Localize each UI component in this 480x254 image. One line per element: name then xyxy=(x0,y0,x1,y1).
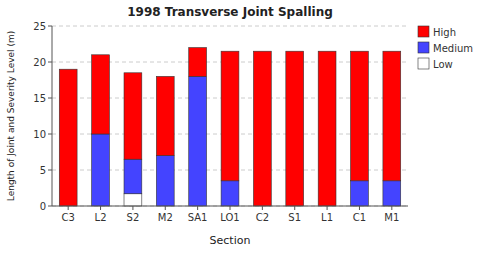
tick-mark xyxy=(132,206,133,210)
tick-mark xyxy=(48,98,52,99)
tick-label: L1 xyxy=(321,212,333,223)
legend-swatch xyxy=(418,58,429,69)
tick-mark xyxy=(68,206,69,210)
tick-label: M1 xyxy=(384,212,399,223)
bar xyxy=(189,76,207,206)
tick-label: M2 xyxy=(158,212,173,223)
tick-mark xyxy=(165,206,166,210)
bar xyxy=(92,134,110,206)
tick-mark xyxy=(294,206,295,210)
tick-label: S2 xyxy=(127,212,140,223)
tick-mark xyxy=(197,206,198,210)
grid-line xyxy=(52,26,408,27)
y-axis-label: Length of Joint and Severity Level (m) xyxy=(6,31,16,201)
bar xyxy=(383,181,401,206)
title: 1998 Transverse Joint Spalling xyxy=(127,5,333,19)
tick-label: 10 xyxy=(33,129,46,140)
legend-swatch xyxy=(418,26,429,37)
bar xyxy=(92,55,110,134)
tick-label: 15 xyxy=(33,93,46,104)
tick-mark xyxy=(230,206,231,210)
bar xyxy=(189,48,207,77)
tick-mark xyxy=(359,206,360,210)
tick-mark xyxy=(327,206,328,210)
tick-mark xyxy=(48,170,52,171)
bar xyxy=(351,51,369,181)
tick-label: SA1 xyxy=(188,212,208,223)
tick-label: C2 xyxy=(256,212,269,223)
tick-label: C3 xyxy=(62,212,75,223)
tick-label: 5 xyxy=(40,165,46,176)
legend-label: Medium xyxy=(433,43,473,54)
tick-mark xyxy=(100,206,101,210)
tick-label: C1 xyxy=(353,212,366,223)
tick-label: LO1 xyxy=(220,212,239,223)
tick-mark xyxy=(48,26,52,27)
chart: 1998 Transverse Joint Spalling 0 5 10 15 20 25… xyxy=(0,0,480,254)
tick-mark xyxy=(48,62,52,63)
tick-label: S1 xyxy=(288,212,301,223)
bar xyxy=(383,51,401,181)
bar xyxy=(124,159,142,194)
y-axis xyxy=(52,26,53,206)
bar xyxy=(156,76,174,155)
bar xyxy=(124,194,142,206)
bar xyxy=(351,181,369,206)
bar xyxy=(156,156,174,206)
x-axis-label: Section xyxy=(210,234,251,247)
bar xyxy=(286,51,304,206)
tick-mark xyxy=(262,206,263,210)
tick-label: 0 xyxy=(40,201,46,212)
legend: High Medium Low xyxy=(418,26,473,70)
tick-mark xyxy=(48,206,52,207)
tick-label: 20 xyxy=(33,57,46,68)
legend-label: Low xyxy=(433,59,453,70)
bar xyxy=(318,51,336,206)
tick-mark xyxy=(391,206,392,210)
bar xyxy=(59,69,77,206)
tick-label: L2 xyxy=(95,212,107,223)
bar xyxy=(124,73,142,159)
bar xyxy=(221,181,239,206)
legend-swatch xyxy=(418,42,429,53)
legend-label: High xyxy=(433,27,456,38)
bar xyxy=(221,51,239,181)
tick-mark xyxy=(48,134,52,135)
tick-label: 25 xyxy=(33,21,46,32)
bar xyxy=(253,51,271,206)
